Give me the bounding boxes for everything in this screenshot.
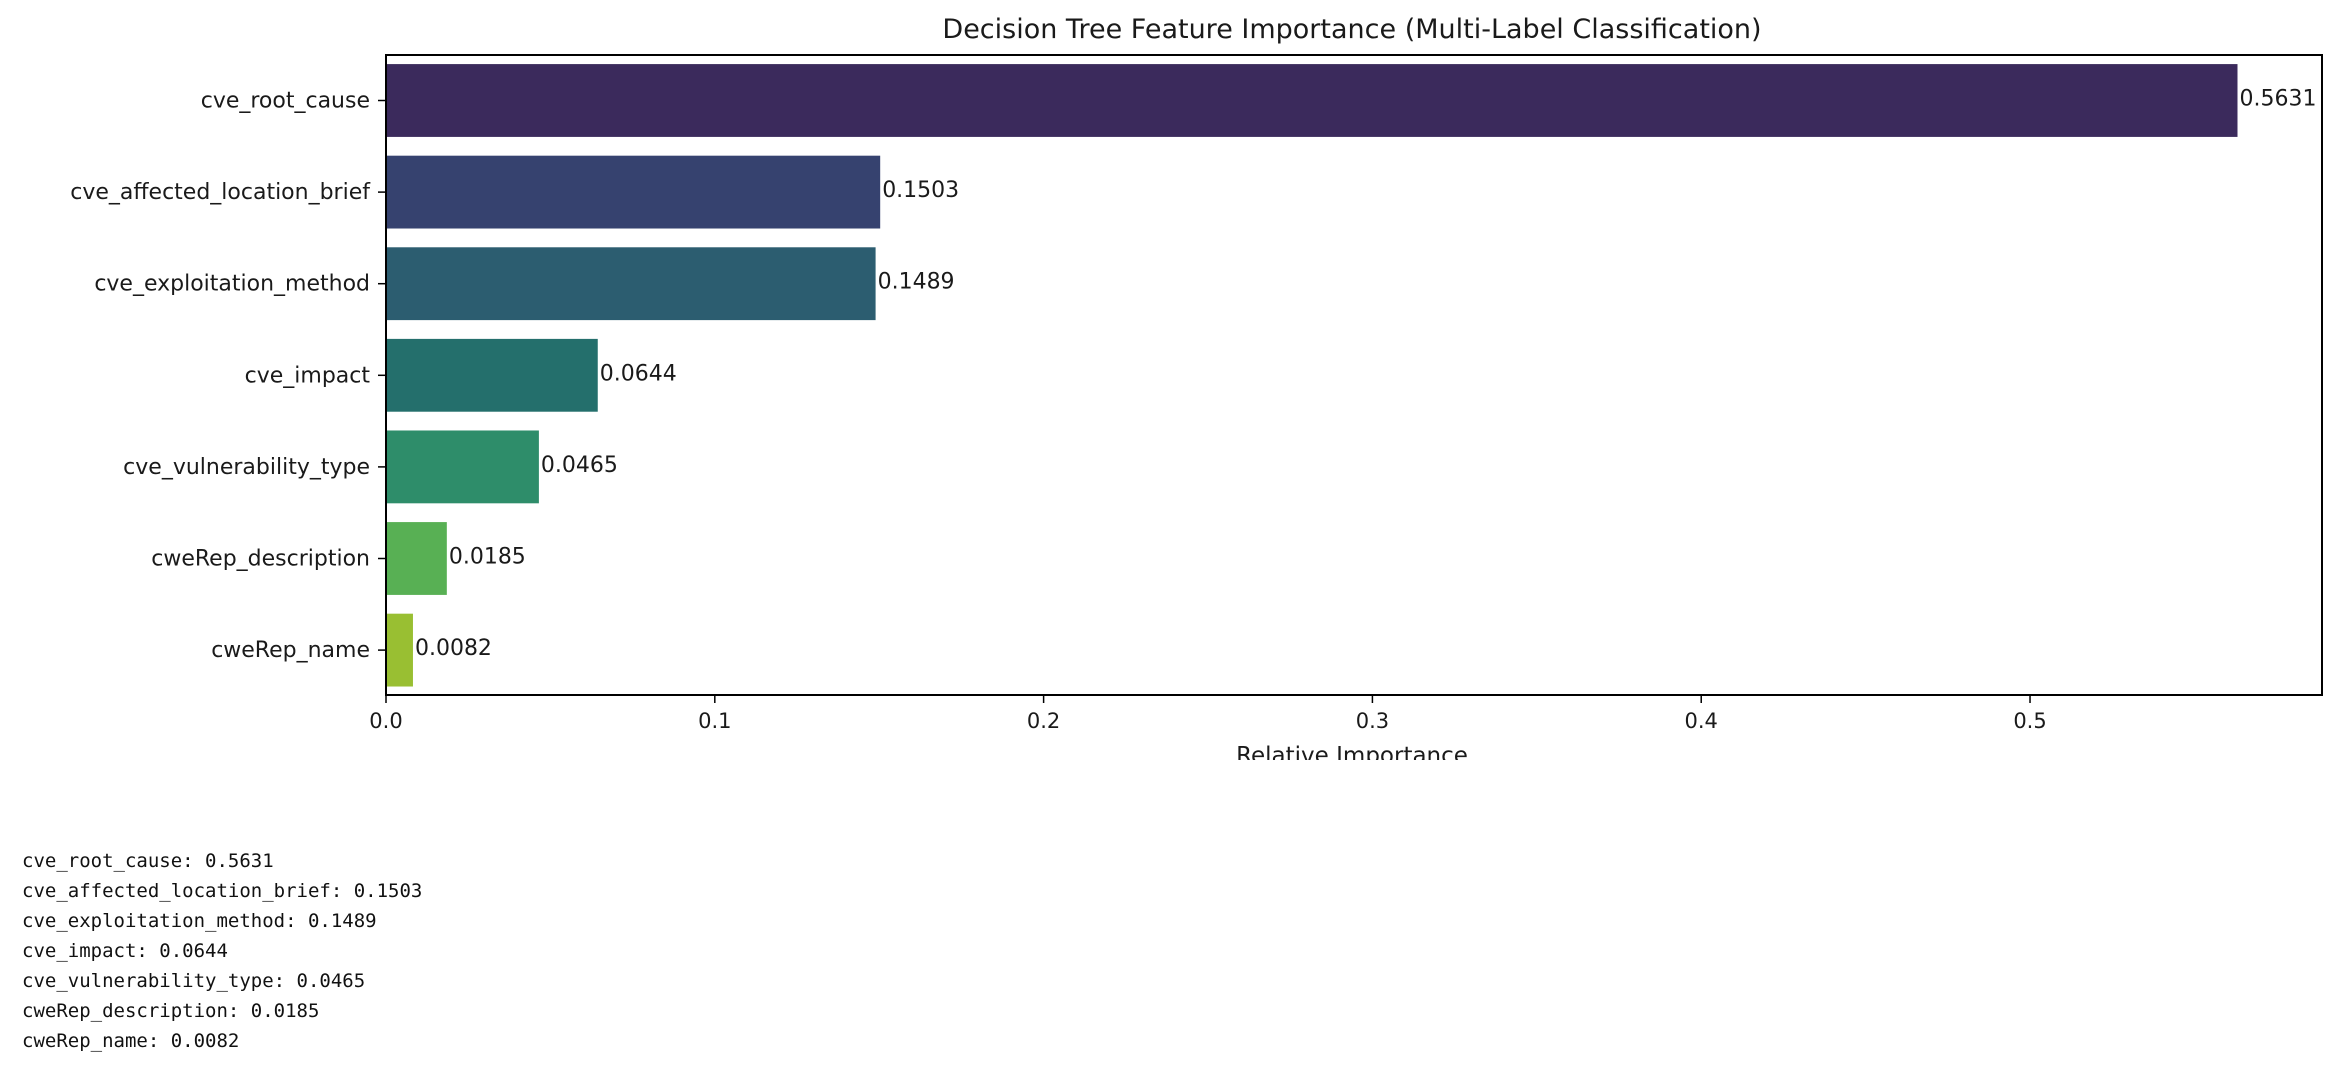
bar-value-label: 0.0644 <box>600 361 677 386</box>
y-tick-label: cve_vulnerability_type <box>123 455 370 480</box>
console-line: cve_impact: 0.0644 <box>22 940 228 962</box>
bar-value-label: 0.0082 <box>415 636 492 661</box>
x-tick-label: 0.5 <box>2013 709 2046 733</box>
bar-value-label: 0.1503 <box>882 178 959 203</box>
console-line: cweRep_description: 0.0185 <box>22 1000 320 1022</box>
x-axis-label: Relative Importance <box>1236 743 1468 760</box>
x-tick-label: 0.3 <box>1356 709 1389 733</box>
bar-value-label: 0.0465 <box>541 453 618 478</box>
y-tick-label: cve_impact <box>245 363 371 388</box>
y-tick-label: cve_exploitation_method <box>94 272 370 297</box>
plot-area-frame <box>385 54 2323 696</box>
x-tick-label: 0.1 <box>698 709 731 733</box>
bar-cweRep_name <box>386 613 413 687</box>
y-tick-label: cweRep_description <box>151 547 370 572</box>
x-tick-label: 0.4 <box>1685 709 1718 733</box>
y-tick-label: cve_root_cause <box>201 89 370 114</box>
y-tick-label: cve_affected_location_brief <box>70 180 371 205</box>
bar-cve_affected_location_brief <box>386 155 881 229</box>
feature-importance-chart: Decision Tree Feature Importance (Multi-… <box>70 14 2323 760</box>
bar-cve_exploitation_method <box>386 247 876 321</box>
console-line: cve_root_cause: 0.5631 <box>22 850 274 872</box>
x-tick-label: 0.2 <box>1027 709 1060 733</box>
bar-cve_impact <box>386 338 598 412</box>
console-output: cve_root_cause: 0.5631 cve_affected_locat… <box>22 846 422 1056</box>
console-line: cweRep_name: 0.0082 <box>22 1030 240 1052</box>
bar-cweRep_description <box>386 522 447 595</box>
bar-cve_root_cause <box>386 64 2238 137</box>
bar-value-label: 0.0185 <box>449 545 526 570</box>
y-tick-label: cweRep_name <box>211 638 370 663</box>
bar-value-label: 0.1489 <box>878 270 955 295</box>
bar-value-label: 0.5631 <box>2239 87 2316 112</box>
console-line: cve_affected_location_brief: 0.1503 <box>22 880 423 902</box>
console-line: cve_exploitation_method: 0.1489 <box>22 910 377 932</box>
console-line: cve_vulnerability_type: 0.0465 <box>22 970 366 992</box>
bar-cve_vulnerability_type <box>386 430 539 504</box>
x-tick-label: 0.0 <box>369 709 402 733</box>
chart-title: Decision Tree Feature Importance (Multi-… <box>942 14 1761 45</box>
